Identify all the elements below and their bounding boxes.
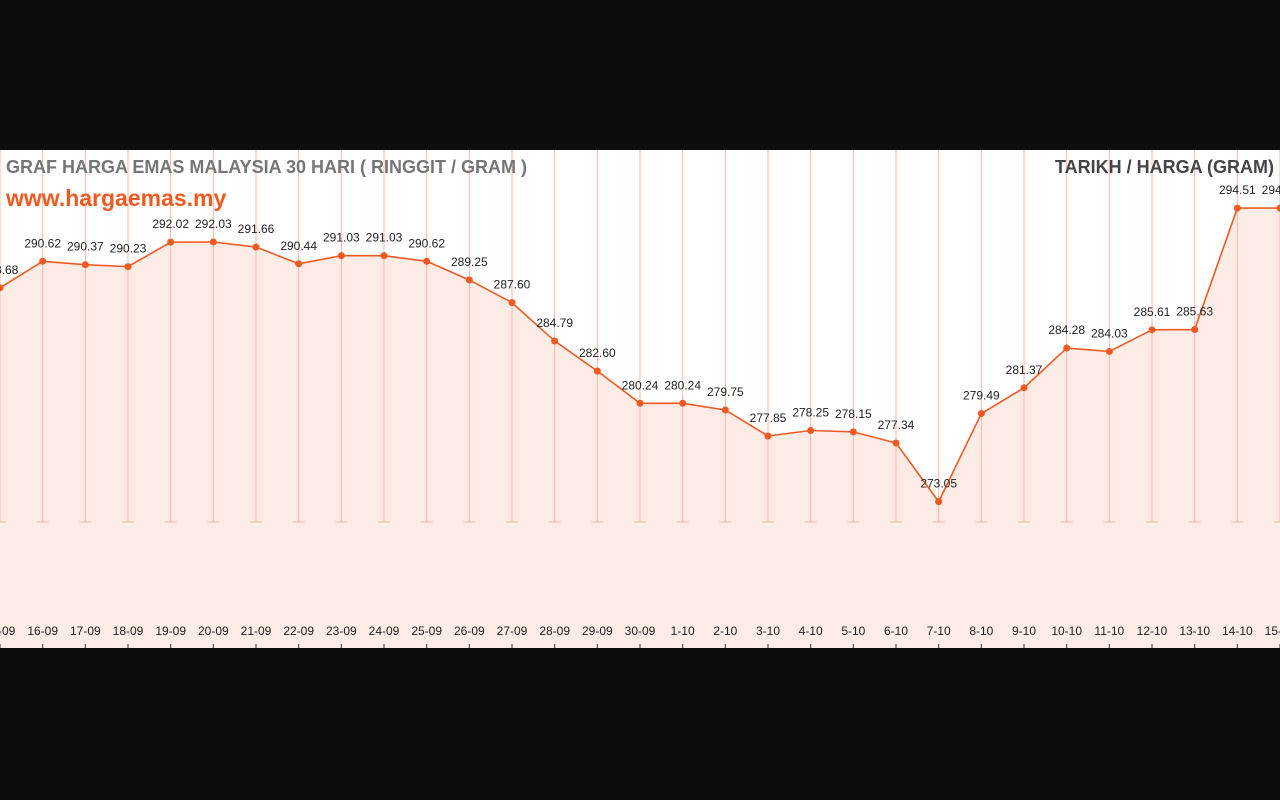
data-label: 290.37 [67,240,104,254]
data-point [1276,204,1280,212]
x-tick-label: 25-09 [411,624,442,638]
chart-legend: TARIKH / HARGA (GRAM) [1055,157,1274,177]
data-point [252,243,260,251]
data-label: 279.75 [707,385,744,399]
data-label: 279.49 [963,389,1000,403]
data-point [0,284,4,292]
data-label: 288.68 [0,263,19,277]
x-tick-label: 4-10 [799,624,823,638]
x-tick-label: 15-09 [0,624,16,638]
x-tick-label: 20-09 [198,624,229,638]
data-label: 280.24 [664,378,701,392]
x-tick-label: 7-10 [927,624,951,638]
data-point [423,257,431,265]
x-tick-label: 22-09 [283,624,314,638]
data-point [465,276,473,284]
data-label: 273.05 [920,477,957,491]
chart-subtitle-link[interactable]: www.hargaemas.my [6,185,227,211]
data-point [124,263,132,271]
data-label: 284.28 [1048,323,1085,337]
data-label: 290.62 [24,236,61,250]
data-point [593,367,601,375]
data-point [721,406,729,414]
data-label: 278.15 [835,407,872,421]
x-tick-label: 12-10 [1137,624,1168,638]
data-label: 289.25 [451,255,488,269]
data-point [935,498,943,506]
data-label: 290.62 [408,236,445,250]
data-label: 284.03 [1091,326,1128,340]
data-point [679,399,687,407]
data-point [337,252,345,260]
x-tick-label: 8-10 [969,624,993,638]
data-label: 290.23 [110,242,147,256]
data-label: 277.34 [878,418,915,432]
data-label: 281.37 [1006,363,1043,377]
x-tick-label: 23-09 [326,624,357,638]
data-point [892,439,900,447]
data-point [849,428,857,436]
data-label: 292.03 [195,217,232,231]
data-label: 294.51 [1219,183,1256,197]
x-tick-label: 26-09 [454,624,485,638]
data-point [295,260,303,268]
data-point [1105,347,1113,355]
x-tick-label: 9-10 [1012,624,1036,638]
data-point [39,257,47,265]
x-tick-label: 10-10 [1051,624,1082,638]
data-point [636,399,644,407]
x-tick-label: 29-09 [582,624,613,638]
data-label: 291.03 [366,231,403,245]
data-label: 291.03 [323,231,360,245]
x-tick-label: 3-10 [756,624,780,638]
data-point [1233,204,1241,212]
data-label: 280.24 [622,378,659,392]
x-tick-label: 6-10 [884,624,908,638]
x-tick-label: 21-09 [241,624,272,638]
x-tick-label: 17-09 [70,624,101,638]
data-point [209,238,217,246]
gold-price-chart: 15-09 16-09 17-09 18-09 19-09 20-09 21-09 22-09… [0,150,1280,648]
data-label: 294.51 [1262,183,1280,197]
chart-title: GRAF HARGA EMAS MALAYSIA 30 HARI ( RINGG… [6,157,528,177]
x-tick-label: 14-10 [1222,624,1253,638]
data-point [977,410,985,418]
x-tick-label: 18-09 [113,624,144,638]
data-label: 278.25 [792,406,829,420]
data-point [807,427,815,435]
data-point [551,337,559,345]
data-label: 292.02 [152,217,189,231]
data-point [1063,344,1071,352]
x-tick-label: 1-10 [671,624,695,638]
data-label: 287.60 [494,278,531,292]
x-tick-label: 27-09 [497,624,528,638]
data-label: 282.60 [579,346,616,360]
data-label: 285.61 [1134,305,1171,319]
data-label: 285.63 [1176,305,1213,319]
x-tick-label: 30-09 [625,624,656,638]
data-label: 290.44 [280,239,317,253]
data-point [764,432,772,440]
x-tick-label: 24-09 [369,624,400,638]
x-tick-label: 19-09 [155,624,186,638]
data-point [1191,326,1199,334]
data-point [81,261,89,269]
x-tick-label: 11-10 [1094,624,1124,638]
data-point [380,252,388,260]
chart-plot: 15-09 16-09 17-09 18-09 19-09 20-09 21-09 22-09… [0,150,1280,648]
x-tick-label: 28-09 [539,624,570,638]
data-point [508,299,516,307]
x-tick-label: 2-10 [713,624,737,638]
data-point [1020,384,1028,392]
x-tick-label: 15-10 [1265,624,1280,638]
data-label: 291.66 [238,222,275,236]
data-point [167,238,175,246]
x-tick-label: 16-09 [27,624,58,638]
data-label: 277.85 [750,411,787,425]
data-point [1148,326,1156,334]
x-tick-label: 5-10 [841,624,865,638]
data-label: 284.79 [536,316,573,330]
x-tick-label: 13-10 [1179,624,1210,638]
